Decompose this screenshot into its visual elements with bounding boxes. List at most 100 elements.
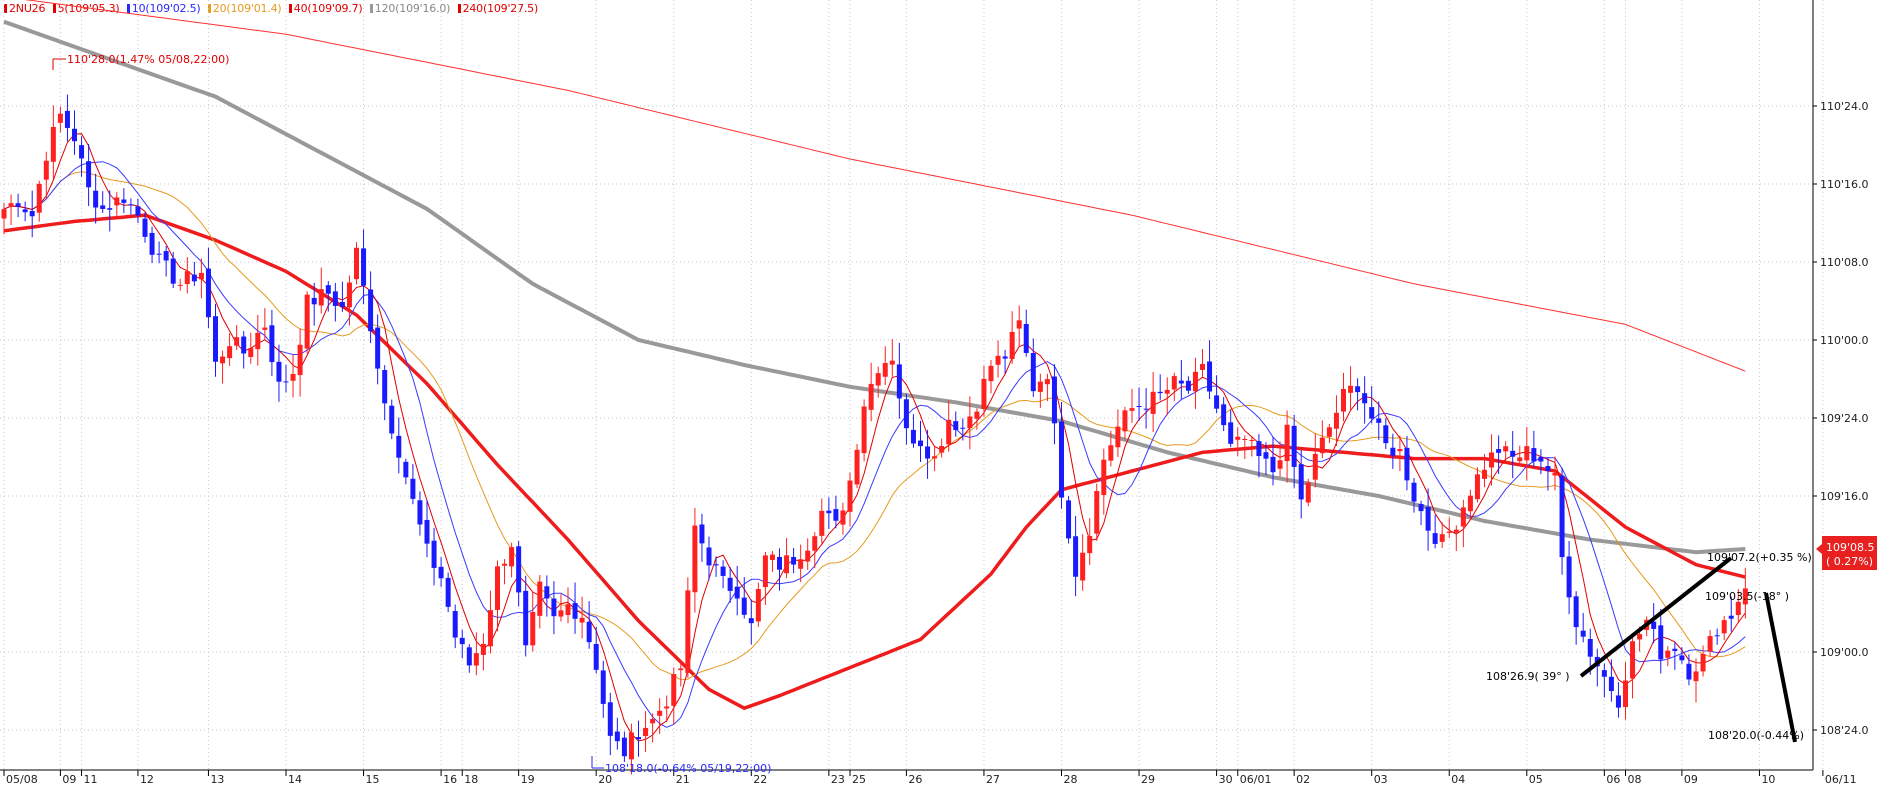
candle-body [1658, 625, 1664, 660]
candle-body [847, 480, 853, 512]
candle-body [57, 113, 63, 123]
candle-body [1256, 441, 1262, 457]
candle-body [974, 411, 980, 419]
x-axis-ticks: 05/08 09 11 12 13 14 15 16 18 19 20 21 22 23 25 26 27 28 2… [3, 770, 1857, 786]
legend-ma240: 240(109'27.5) [457, 2, 538, 15]
x-tick-label: 25 [852, 773, 866, 786]
candle-body [396, 435, 402, 458]
candle-body [572, 603, 578, 619]
legend-ma120: 120(109'16.0) [369, 2, 450, 15]
x-tick-label: 20 [598, 773, 612, 786]
candle-body [1298, 464, 1304, 500]
candle-body [1136, 406, 1142, 408]
candle-body [981, 378, 987, 409]
trend-line-down[interactable] [1764, 592, 1797, 743]
candle-body [1637, 634, 1643, 640]
candle-body [692, 525, 698, 593]
candle-body [1510, 450, 1516, 457]
candle-body [64, 110, 70, 128]
candle-body [1615, 695, 1621, 708]
candle-body [1362, 393, 1368, 404]
candle-body [784, 555, 790, 574]
ma40-line [3, 213, 1746, 711]
y-tick-label: 109'24.0 [1820, 412, 1869, 425]
x-tick-label: 18 [464, 773, 478, 786]
y-tick-label: 109'00.0 [1820, 646, 1869, 659]
x-tick-label: 15 [366, 773, 380, 786]
candle-body [798, 559, 804, 569]
candle-body [424, 519, 430, 544]
candle-body [43, 160, 49, 180]
candle-body [593, 644, 599, 670]
candle-body [1051, 376, 1057, 424]
candle-body [262, 327, 268, 330]
candle-body [1672, 648, 1678, 651]
candle-body [1376, 418, 1382, 423]
candle-body [177, 284, 183, 286]
x-tick-label: 05 [1529, 773, 1543, 786]
candle-body [833, 509, 839, 521]
candle-body [1580, 630, 1586, 637]
candle-body [1263, 452, 1269, 459]
candle-body [1524, 446, 1530, 461]
y-tick-label: 110'00.0 [1820, 334, 1869, 347]
candle-body [840, 510, 846, 525]
trend-line-up[interactable] [1579, 556, 1733, 678]
candle-body [558, 610, 564, 617]
x-tick-label: 06/01 [1240, 773, 1272, 786]
candle-body [1009, 331, 1015, 360]
candle-body [1489, 452, 1495, 468]
candle-body [727, 577, 733, 591]
candle-body [241, 336, 247, 354]
candle-body [445, 577, 451, 607]
candle-body [1002, 356, 1008, 359]
candle-body [1496, 449, 1502, 453]
trend-start-label: 108'26.9( 39° ) [1486, 670, 1570, 683]
candle-body [149, 232, 155, 255]
candle-body [1686, 663, 1692, 680]
candle-body [1728, 615, 1734, 619]
candle-body [1101, 459, 1107, 496]
candle-body [1679, 655, 1685, 661]
candle-body [1397, 449, 1403, 452]
candle-body [614, 731, 620, 742]
candle-body [276, 361, 282, 382]
candle-body [283, 381, 289, 383]
candle-body [107, 208, 113, 210]
candle-body [621, 737, 627, 757]
candle-body [184, 271, 190, 285]
candle-body [1214, 395, 1220, 409]
candle-body [234, 337, 240, 346]
candle-body [495, 566, 500, 610]
candle-body [995, 355, 1001, 365]
candle-body [1474, 474, 1480, 500]
candle-body [805, 550, 811, 562]
current-price-badge: 109'08.5 ( 0.27%) [1816, 536, 1877, 570]
candle-body [678, 668, 684, 671]
candle-body [1341, 389, 1346, 412]
candle-body [762, 555, 768, 588]
candle-body [1707, 636, 1713, 652]
ma240-line [24, 0, 1746, 372]
high-marker [52, 58, 66, 70]
candle-body [1044, 379, 1050, 385]
legend-ma20: 20(109'01.4) [207, 2, 282, 15]
ma5-line [3, 133, 1746, 742]
x-tick-label: 19 [521, 773, 535, 786]
legend-ma10: 10(109'02.5) [126, 2, 201, 15]
candle-body [466, 647, 472, 666]
candle-body [854, 449, 860, 485]
candle-body [1284, 424, 1290, 462]
candle-body [1192, 371, 1198, 392]
candle-body [198, 272, 204, 280]
candle-body [170, 258, 176, 284]
candle-body [1129, 408, 1135, 411]
candle-body [953, 421, 959, 430]
x-tick-label: 12 [140, 773, 154, 786]
candle-body [741, 597, 747, 615]
candle-body [1482, 469, 1487, 479]
candle-body [1066, 500, 1072, 539]
candle-body [1693, 671, 1699, 682]
candle-body [755, 589, 761, 622]
